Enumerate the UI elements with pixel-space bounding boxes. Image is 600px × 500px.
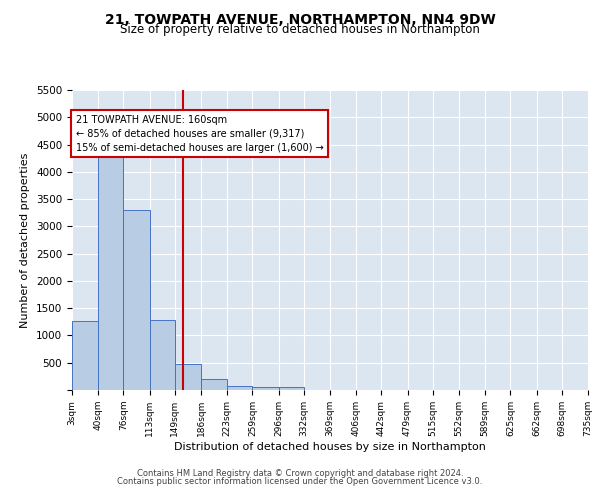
X-axis label: Distribution of detached houses by size in Northampton: Distribution of detached houses by size … [174, 442, 486, 452]
Bar [149, 320, 175, 390]
Bar [98, 154, 124, 390]
Text: Contains HM Land Registry data © Crown copyright and database right 2024.: Contains HM Land Registry data © Crown c… [137, 468, 463, 477]
Bar [278, 388, 304, 390]
Bar [175, 364, 201, 390]
Bar [227, 386, 253, 390]
Text: 21, TOWPATH AVENUE, NORTHAMPTON, NN4 9DW: 21, TOWPATH AVENUE, NORTHAMPTON, NN4 9DW [104, 12, 496, 26]
Bar [201, 378, 227, 390]
Y-axis label: Number of detached properties: Number of detached properties [20, 152, 31, 328]
Text: 21 TOWPATH AVENUE: 160sqm
← 85% of detached houses are smaller (9,317)
15% of se: 21 TOWPATH AVENUE: 160sqm ← 85% of detac… [76, 114, 323, 152]
Text: Size of property relative to detached houses in Northampton: Size of property relative to detached ho… [120, 22, 480, 36]
Bar [253, 386, 278, 390]
Bar [124, 210, 149, 390]
Bar [72, 322, 98, 390]
Text: Contains public sector information licensed under the Open Government Licence v3: Contains public sector information licen… [118, 477, 482, 486]
